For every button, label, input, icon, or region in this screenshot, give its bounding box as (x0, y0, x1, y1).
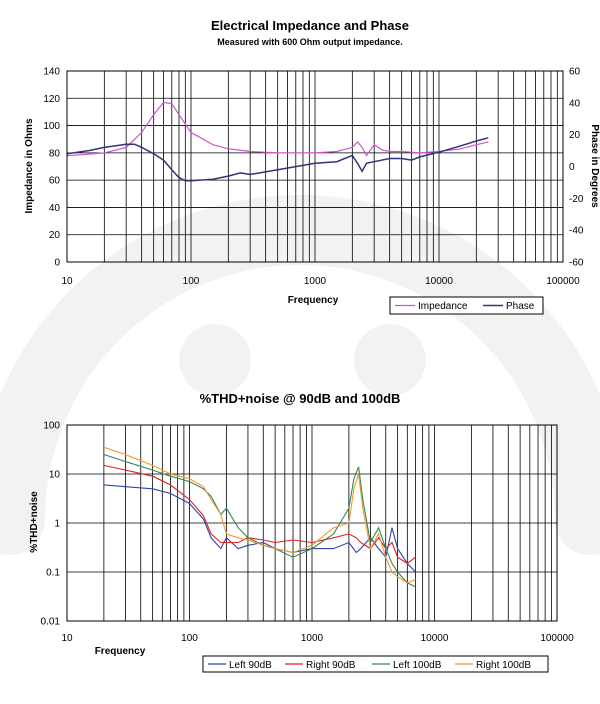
chart1-y-tick-label: 80 (49, 148, 61, 159)
watermark-circle-right (354, 324, 426, 396)
chart2-x-tick-label: 100 (181, 633, 198, 644)
chart2-plot-frame (66, 424, 558, 622)
chart2-x-tick-labels: 10 100 1000 10000 100000 (61, 633, 574, 644)
chart2-legend: Left 90dB Right 90dB Left 100dB Right 10… (202, 655, 549, 673)
chart1-y2-tick-label: 20 (569, 130, 581, 141)
chart1-y-tick-label: 100 (43, 121, 60, 132)
chart1-y-tick-label: 140 (43, 67, 60, 78)
chart1-y-tick-label: 60 (49, 176, 61, 187)
chart1-y-tick-label: 120 (43, 94, 60, 105)
background-watermark (0, 195, 600, 555)
chart1-y2-axis-label: Phase in Degrees (589, 124, 600, 208)
chart1-gridlines (67, 71, 563, 262)
chart1-series-phase-line (66, 137, 489, 182)
chart2-series-left-100db-line (103, 453, 416, 588)
chart2-x-tick-label: 10000 (421, 633, 449, 644)
chart2-series-right-90db-line (103, 464, 416, 565)
chart2-y-tick-label: 0.1 (46, 568, 60, 579)
chart2-series-left-90db-line (103, 484, 416, 573)
chart2-gridlines (67, 425, 557, 621)
chart2-legend-label-left-90db: Left 90dB (229, 660, 272, 671)
chart1-y-tick-label: 20 (49, 230, 61, 241)
chart2-y-tick-label: 10 (49, 470, 61, 481)
chart1-series-impedance-line (66, 101, 489, 157)
chart1-x-tick-label: 10 (61, 276, 73, 287)
chart1-title: Electrical Impedance and Phase (211, 18, 409, 33)
chart2-legend-label-left-100db: Left 100dB (393, 660, 442, 671)
chart2-y-tick-label: 1 (54, 519, 60, 530)
chart1-legend-box (389, 296, 544, 315)
chart2-series-right-100db-line (103, 446, 416, 584)
chart1-y2-tick-label: -60 (569, 258, 584, 269)
watermark-arc (0, 195, 600, 555)
chart2-y-tick-label: 100 (43, 421, 60, 432)
chart1-x-tick-label: 100 (183, 276, 200, 287)
chart1-y2-tick-label: 0 (569, 162, 575, 173)
chart1-x-tick-label: 1000 (304, 276, 327, 287)
chart1-legend: Impedance Phase (389, 296, 544, 315)
chart1-y2-tick-label: 60 (569, 67, 581, 78)
chart1-legend-label-impedance: Impedance (418, 301, 468, 312)
chart2-y-axis-label: %THD+noise (29, 491, 40, 553)
chart1-x-tick-label: 100000 (546, 276, 580, 287)
chart2-y-tick-labels: 0.01 0.1 1 10 100 (41, 421, 61, 628)
chart1-plot-frame (66, 70, 564, 263)
chart2-x-tick-label: 100000 (540, 633, 574, 644)
chart2-x-tick-label: 10 (61, 633, 73, 644)
chart2-x-tick-label: 1000 (301, 633, 324, 644)
chart1-y2-tick-label: -20 (569, 194, 584, 205)
chart1-y-tick-labels: 0 20 40 60 80 100 120 140 (43, 67, 60, 269)
chart1-x-axis-label: Frequency (288, 295, 339, 306)
chart1-x-tick-label: 10000 (425, 276, 453, 287)
chart1-x-tick-labels: 10 100 1000 10000 100000 (61, 276, 580, 287)
chart1-y-tick-label: 0 (54, 258, 60, 269)
chart1-y-axis-label: Impedance in Ohms (24, 118, 35, 213)
chart1-y2-tick-labels: -60 -40 -20 0 20 40 60 (569, 67, 584, 269)
chart2-legend-label-right-100db: Right 100dB (476, 660, 531, 671)
chart1-y2-tick-label: -40 (569, 226, 584, 237)
chart2-title: %THD+noise @ 90dB and 100dB (200, 391, 401, 406)
chart1-y2-tick-label: 40 (569, 98, 581, 109)
chart1-y-tick-label: 40 (49, 203, 61, 214)
chart1-subtitle: Measured with 600 Ohm output impedance. (217, 37, 403, 47)
chart2-x-axis-label: Frequency (95, 646, 146, 657)
watermark-circle-left (179, 324, 251, 396)
chart2-y-tick-label: 0.01 (41, 617, 61, 628)
chart1-legend-label-phase: Phase (506, 301, 535, 312)
chart2-legend-label-right-90db: Right 90dB (306, 660, 356, 671)
